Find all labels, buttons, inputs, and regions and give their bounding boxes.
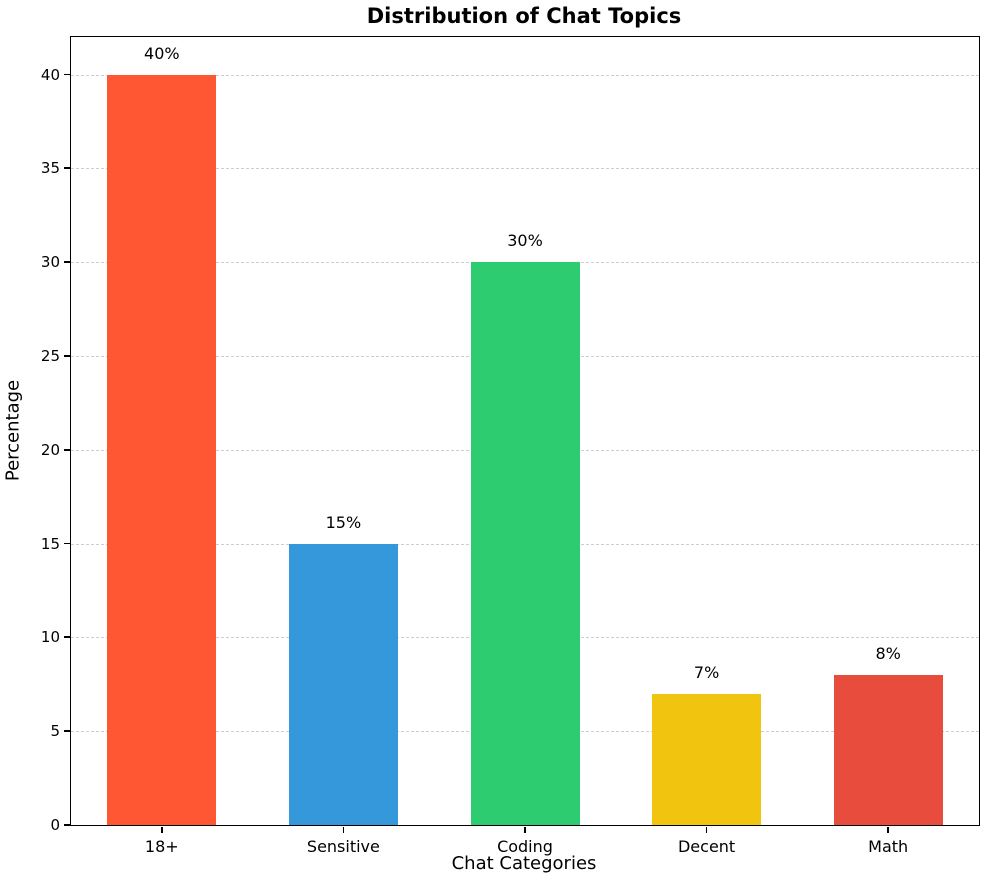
- y-tick-label: 35: [40, 159, 60, 178]
- y-tick-mark: [63, 542, 70, 545]
- x-tick-mark: [160, 826, 163, 833]
- x-tick-label: Sensitive: [306, 837, 380, 856]
- y-tick-label: 0: [50, 816, 60, 834]
- x-tick-mark: [705, 826, 708, 833]
- x-tick-mark: [524, 826, 526, 833]
- y-tick-label: 15: [40, 534, 60, 553]
- bar-value-label: 7%: [693, 662, 720, 682]
- y-tick-label: 20: [40, 440, 60, 459]
- y-gridline: [71, 74, 979, 76]
- x-axis-title: Chat Categories: [451, 853, 597, 874]
- x-tick-label: Math: [868, 837, 909, 856]
- y-tick-mark: [63, 167, 70, 170]
- y-tick-mark: [63, 448, 70, 451]
- bar: [833, 674, 943, 825]
- y-tick-mark: [63, 730, 70, 733]
- bar-value-label: 30%: [507, 231, 543, 251]
- x-tick-label: Coding: [497, 837, 553, 856]
- bar-value-label: 40%: [144, 43, 180, 63]
- y-tick-label: 10: [40, 628, 60, 647]
- y-tick-label: 30: [40, 253, 60, 272]
- bar: [652, 693, 762, 825]
- bar: [107, 74, 217, 825]
- y-tick-mark: [63, 73, 70, 76]
- y-axis-title: Percentage: [2, 379, 24, 482]
- y-tick-mark: [63, 261, 70, 264]
- x-tick-label: Decent: [677, 837, 736, 856]
- y-tick-label: 40: [40, 65, 60, 84]
- y-tick-mark: [63, 636, 70, 639]
- chart-title: Distribution of Chat Topics: [366, 4, 682, 28]
- x-tick-label: 18+: [144, 837, 179, 856]
- y-tick-label: 25: [40, 346, 60, 365]
- plot-area: 0 5 10 15 20 25 30 35 40 40% 18+ 15% Sensitive 30% Cod…: [41, 36, 980, 856]
- bar-value-label: 8%: [875, 643, 901, 663]
- x-tick-mark: [887, 826, 890, 833]
- bar-value-label: 15%: [325, 512, 362, 532]
- y-tick-label: 5: [50, 722, 60, 741]
- y-gridline: [71, 168, 979, 170]
- y-tick-mark: [63, 355, 70, 357]
- bar: [470, 262, 580, 825]
- x-tick-mark: [342, 826, 345, 833]
- bar: [288, 543, 398, 825]
- y-tick-mark: [63, 824, 70, 826]
